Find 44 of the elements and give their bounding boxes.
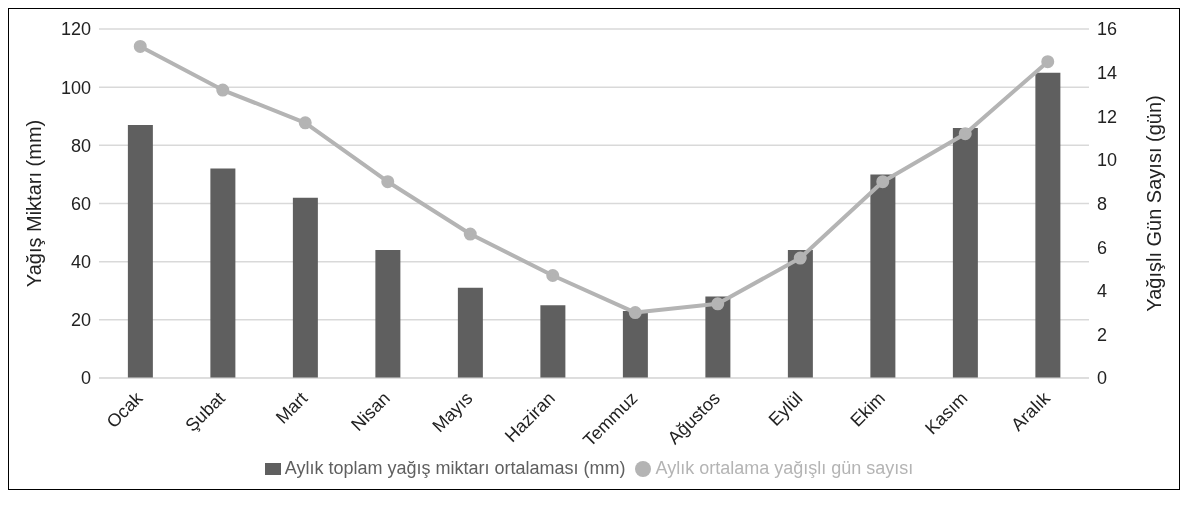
bar xyxy=(210,168,236,378)
bar xyxy=(292,197,318,378)
bar xyxy=(540,305,566,378)
y2-tick-label: 6 xyxy=(1097,237,1108,258)
point xyxy=(298,116,312,130)
legend-label: Aylık ortalama yağışlı gün sayısı xyxy=(655,458,914,478)
y2-tick-label: 10 xyxy=(1097,150,1118,171)
point xyxy=(628,306,642,320)
y-axis-title: Yağış Miktarı (mm) xyxy=(23,119,46,288)
point xyxy=(216,83,230,97)
point xyxy=(958,127,972,141)
bar xyxy=(622,311,648,378)
point xyxy=(876,175,890,189)
y2-tick-label: 4 xyxy=(1097,281,1108,302)
y2-tick-label: 14 xyxy=(1097,63,1118,84)
point xyxy=(546,268,560,282)
y2-tick-label: 16 xyxy=(1097,19,1118,40)
y2-axis-title: Yağışlı Gün Sayısı (gün) xyxy=(1143,95,1166,312)
bar xyxy=(705,296,731,378)
point xyxy=(463,227,477,241)
bar xyxy=(1035,72,1061,378)
point xyxy=(793,251,807,265)
y2-tick-label: 12 xyxy=(1097,106,1118,127)
y-tick-label: 60 xyxy=(70,193,91,214)
y-tick-label: 100 xyxy=(60,77,91,98)
bar xyxy=(952,127,978,378)
bar xyxy=(127,124,153,378)
point xyxy=(1041,55,1055,69)
y2-tick-label: 0 xyxy=(1097,368,1108,389)
point xyxy=(381,175,395,189)
bar xyxy=(870,174,896,378)
bar xyxy=(787,250,813,378)
y-tick-label: 0 xyxy=(80,368,91,389)
y2-tick-label: 2 xyxy=(1097,324,1108,345)
y2-tick-label: 8 xyxy=(1097,193,1108,214)
y-tick-label: 80 xyxy=(70,135,91,156)
point xyxy=(711,297,725,311)
y-tick-label: 120 xyxy=(60,19,91,40)
y-tick-label: 20 xyxy=(70,310,91,331)
y-tick-label: 40 xyxy=(70,252,91,273)
legend-label: Aylık toplam yağış miktarı ortalaması (mm) xyxy=(284,458,626,478)
point xyxy=(133,39,147,53)
bar xyxy=(457,287,483,378)
bar xyxy=(375,250,401,378)
